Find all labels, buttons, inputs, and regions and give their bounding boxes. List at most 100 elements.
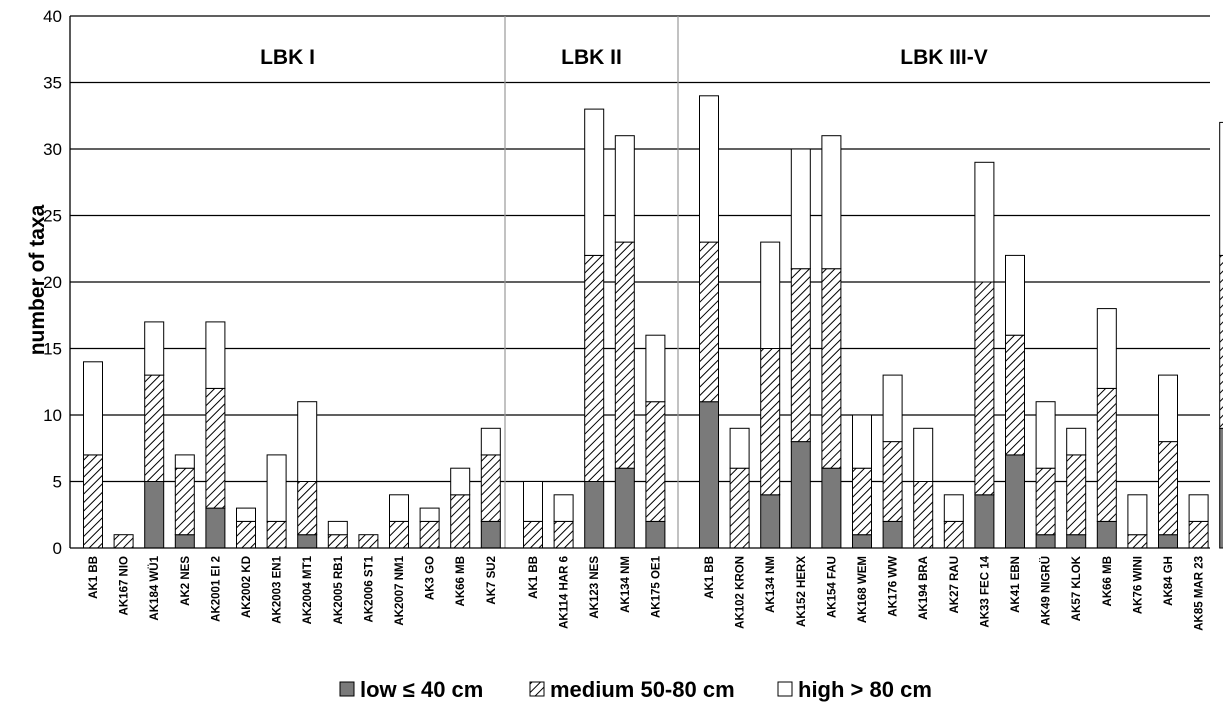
bar-segment-medium xyxy=(821,268,842,469)
bar-segment-low xyxy=(297,534,318,549)
bar-segment-high xyxy=(1188,494,1209,522)
y-tick-label: 40 xyxy=(43,7,62,26)
bar-segment-low xyxy=(974,494,995,549)
y-tick-label: 30 xyxy=(43,140,62,159)
axes xyxy=(69,16,1210,549)
bar-segment-low xyxy=(1005,454,1025,549)
bar-segment-high xyxy=(205,321,226,389)
category-label: AK114 HAR 6 xyxy=(559,556,571,629)
category-label: AK1 BB xyxy=(528,556,540,599)
bar-segment-low xyxy=(645,520,666,549)
group-label: LBK II xyxy=(561,46,622,69)
bar-segment-high xyxy=(584,108,605,256)
category-label: AK2001 EI 2 xyxy=(210,556,222,622)
bar-segment-medium xyxy=(1127,534,1148,549)
category-label: AK175 OE1 xyxy=(650,555,662,618)
category-label: AK123 NES xyxy=(589,556,601,619)
bar-segment-medium xyxy=(553,520,574,549)
bar-segment-high xyxy=(266,454,287,522)
category-label: AK167 NIO xyxy=(119,556,131,615)
bar-segment-medium xyxy=(450,494,471,549)
bar-segment-high xyxy=(729,427,750,469)
category-label: AK102 KRON xyxy=(735,556,747,629)
y-tick-label: 35 xyxy=(43,74,62,93)
bar-segment-low xyxy=(1158,534,1178,549)
bar-segment-low xyxy=(205,507,226,549)
bar-segment-high xyxy=(1005,254,1025,336)
bar-segment-high xyxy=(1219,121,1223,256)
category-label: AK85 MAR 23 xyxy=(1194,556,1206,631)
bar-segment-low xyxy=(852,534,872,549)
bar-segment-high xyxy=(553,494,574,522)
y-tick-label: 20 xyxy=(43,273,62,292)
bar-segment-high xyxy=(882,374,903,443)
category-label: AK152 HERX xyxy=(796,556,808,627)
category-label: AK2006 ST1 xyxy=(363,555,375,622)
bar-segment-high xyxy=(943,494,964,522)
bar-segment-low xyxy=(882,520,903,549)
bar-segment-medium xyxy=(852,467,872,536)
category-label: AK2002 KD xyxy=(241,556,253,618)
bar-segment-medium xyxy=(358,534,379,549)
bar-segment-medium xyxy=(1005,334,1025,456)
bar-segment-medium xyxy=(266,520,287,549)
bar-segment-low xyxy=(614,467,635,549)
bar-segment-high xyxy=(327,520,348,536)
category-label: AK66 MB xyxy=(1102,556,1114,606)
category-label: AK2004 MT1 xyxy=(302,555,314,624)
bar-segment-high xyxy=(83,361,103,456)
bar-segment-medium xyxy=(297,481,318,536)
category-label: AK2 NES xyxy=(180,556,192,606)
y-tick-label: 10 xyxy=(43,406,62,425)
group-label: LBK III-V xyxy=(900,46,988,69)
bar-segment-high xyxy=(523,481,543,522)
legend: low ≤ 40 cm medium 50-80 cm high > 80 cm xyxy=(339,677,932,702)
category-label: AK2005 RB1 xyxy=(333,555,345,624)
bar-segment-medium xyxy=(205,387,226,509)
legend-label-low: low ≤ 40 cm xyxy=(360,677,483,702)
legend-swatch-high xyxy=(777,681,793,697)
bar-segment-high xyxy=(1158,374,1178,443)
bar-segment-medium xyxy=(584,254,605,482)
bar-segment-medium xyxy=(882,441,903,522)
bar-segment-medium xyxy=(760,348,781,496)
bar-segment-medium xyxy=(327,534,348,549)
group-label: LBK I xyxy=(260,46,315,69)
category-labels: AK1 BB AK167 NIO AK184 WÜ1 AK2 NES AK2001 EI… xyxy=(88,555,1206,631)
category-label: AK27 RAU xyxy=(949,556,961,614)
category-label: AK76 WINI xyxy=(1132,556,1144,614)
bar-segment-low xyxy=(174,534,195,549)
y-axis-ticks: 0 5 10 15 20 25 30 35 40 xyxy=(43,7,62,558)
bar-segment-low xyxy=(1035,534,1056,549)
bar-segment-medium xyxy=(389,520,409,549)
bar-segment-high xyxy=(913,427,934,482)
bar-segment-medium xyxy=(790,268,811,443)
category-label: AK1 BB xyxy=(704,556,716,599)
bar-segment-high xyxy=(1066,427,1087,456)
category-label: AK41 EBN xyxy=(1010,556,1022,613)
y-axis-title: number of taxa xyxy=(26,204,49,355)
category-label: AK49 NIGRÜ xyxy=(1040,556,1053,626)
bar-segment-medium xyxy=(1158,441,1178,536)
bar-segment-high xyxy=(144,321,165,376)
bar-segment-low xyxy=(1066,534,1087,549)
bar-segment-low xyxy=(699,401,719,549)
bar-segment-medium xyxy=(144,374,165,483)
bar-segment-medium xyxy=(419,520,440,549)
group-separators xyxy=(504,16,679,548)
bar-segment-medium xyxy=(113,534,134,549)
category-label: AK33 FEC 14 xyxy=(979,555,991,627)
category-label: AK176 WW xyxy=(888,556,900,617)
bar-segment-high xyxy=(852,414,872,469)
y-tick-label: 5 xyxy=(53,473,62,492)
category-label: AK7 SU2 xyxy=(486,556,498,605)
bar-segment-high xyxy=(645,334,666,403)
category-label: AK134 NM xyxy=(765,556,777,613)
bar-segment-low xyxy=(144,481,165,549)
category-label: AK154 FAU xyxy=(826,556,838,618)
bar-segment-medium xyxy=(974,281,995,496)
bar-segment-high xyxy=(1096,308,1117,389)
bar-segment-low xyxy=(821,467,842,549)
bar-segment-medium xyxy=(1188,520,1209,549)
bar-segment-medium xyxy=(1066,454,1087,536)
